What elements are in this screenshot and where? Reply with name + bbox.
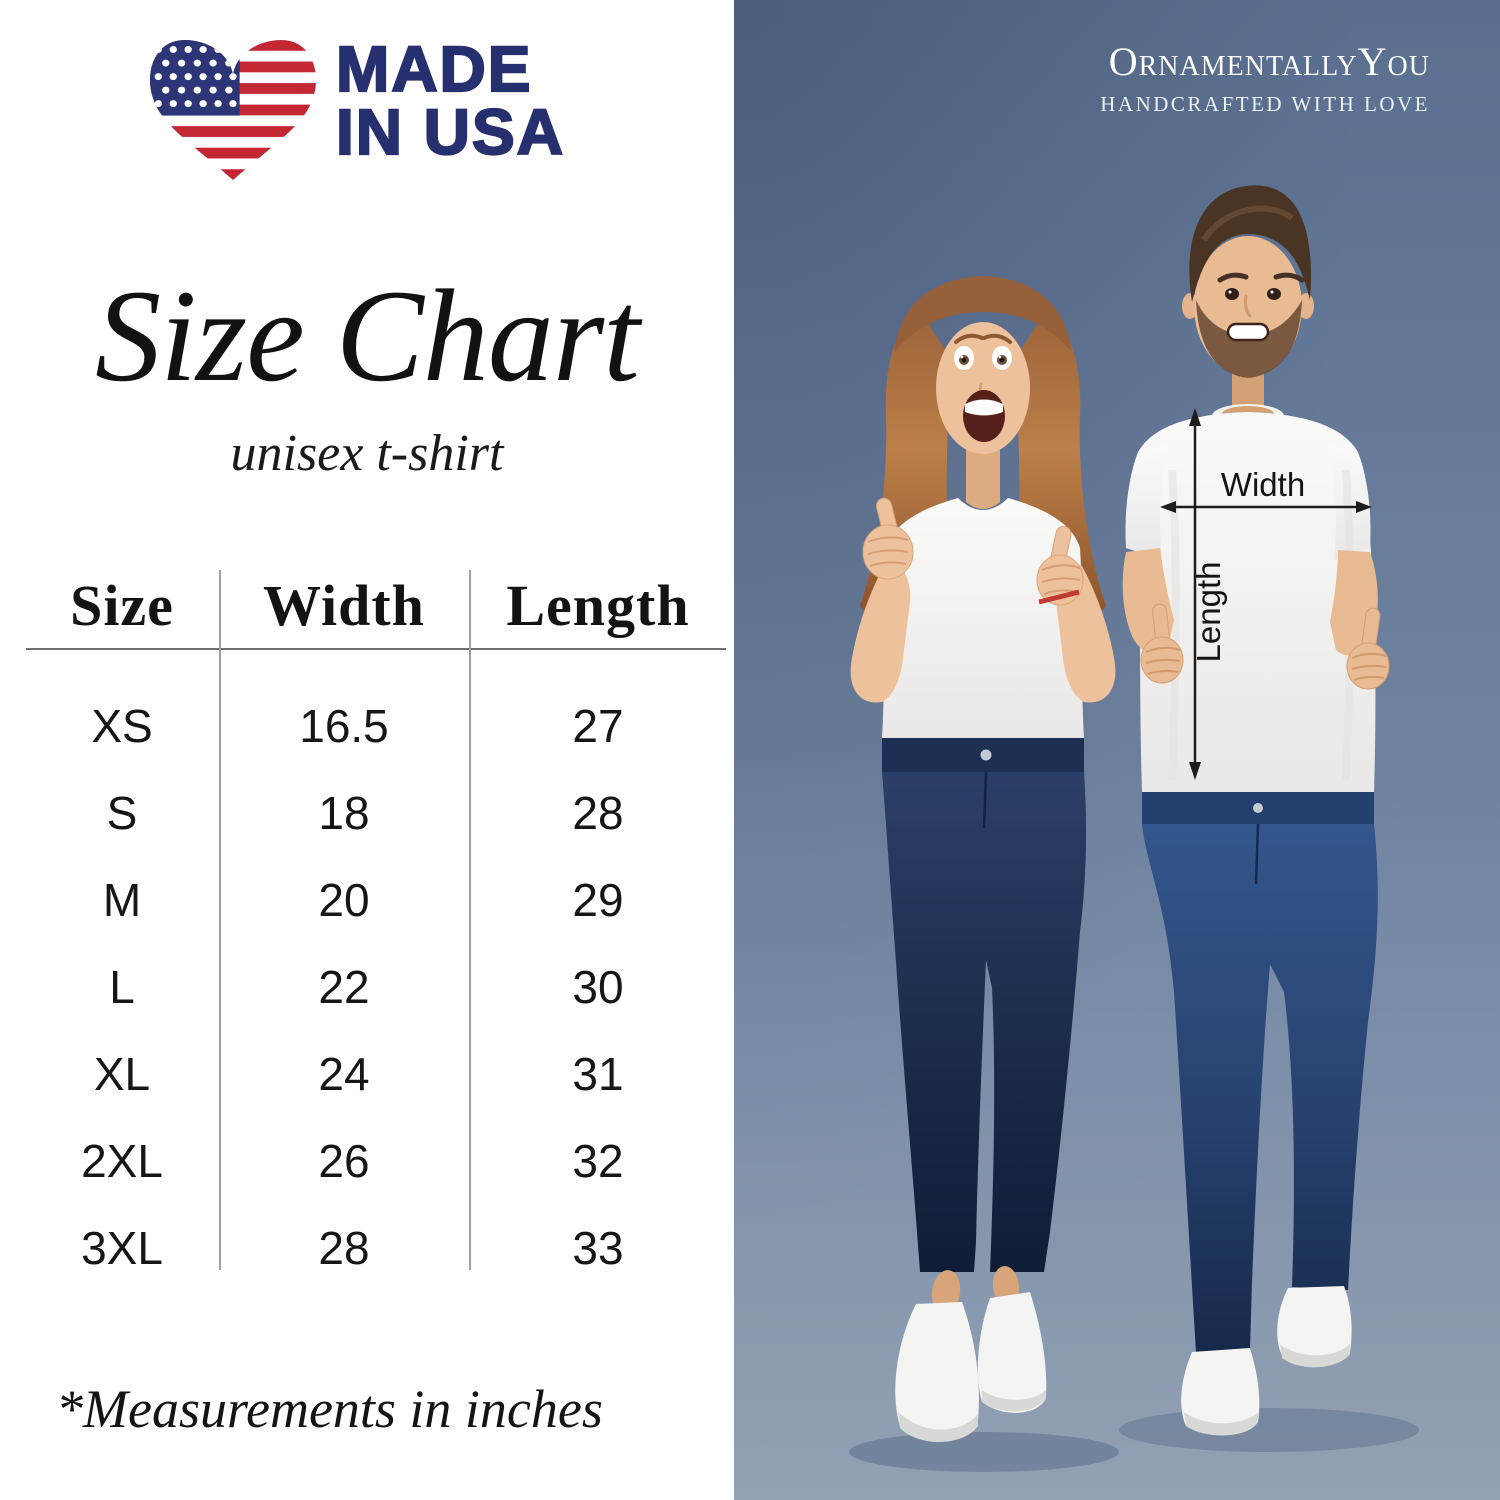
header-size: Size bbox=[70, 572, 174, 638]
studio-background bbox=[734, 0, 1500, 1500]
table-row: XL 24 31 bbox=[26, 1030, 726, 1117]
woman-teeth bbox=[965, 399, 1003, 416]
photo-panel: Width Length OrnamentallyYou HANDCRAFTED… bbox=[734, 0, 1500, 1500]
column-divider-2 bbox=[469, 570, 471, 1270]
footnote: *Measurements in inches bbox=[56, 1379, 603, 1439]
brand-tagline: HANDCRAFTED WITH LOVE bbox=[1100, 92, 1430, 116]
woman-sneakers bbox=[895, 1292, 1047, 1443]
man-arms bbox=[1122, 548, 1390, 690]
width-cell: 20 bbox=[318, 873, 370, 926]
woman-tshirt bbox=[882, 498, 1084, 738]
woman-jeans bbox=[882, 738, 1087, 1272]
width-arrow bbox=[1160, 501, 1372, 513]
floor-shadow bbox=[849, 1432, 1119, 1472]
width-cell: 28 bbox=[318, 1221, 370, 1274]
jeans-button bbox=[980, 749, 992, 761]
size-cell: XL bbox=[93, 1047, 151, 1100]
width-cell: 16.5 bbox=[299, 699, 389, 752]
usa-heart-flag-icon bbox=[150, 40, 316, 180]
length-cell: 28 bbox=[572, 786, 624, 839]
table-row: L 22 30 bbox=[26, 943, 726, 1030]
table-row: 2XL 26 32 bbox=[26, 1117, 726, 1204]
length-cell: 32 bbox=[572, 1134, 624, 1187]
table-header-row: Size Width Length bbox=[26, 560, 726, 650]
badge-line-2: IN USA bbox=[335, 96, 565, 168]
page-subtitle: unisex t-shirt bbox=[230, 425, 504, 482]
brand-logo: OrnamentallyYou HANDCRAFTED WITH LOVE bbox=[1100, 40, 1430, 117]
woman-open-mouth bbox=[963, 390, 1005, 442]
page-title: Size Chart bbox=[95, 262, 640, 409]
couple-thumbs-up-illustration: Width Length bbox=[734, 0, 1500, 1500]
brand-name: OrnamentallyYou bbox=[1108, 39, 1430, 84]
woman-arms bbox=[850, 497, 1116, 703]
woman-figure bbox=[850, 276, 1116, 1443]
width-cell: 24 bbox=[318, 1047, 370, 1100]
man-hair-highlight bbox=[1201, 205, 1294, 242]
man-thumbs-up-left bbox=[1140, 603, 1184, 684]
left-panel: MADE IN USA Size Chart unisex t-shirt Si… bbox=[0, 0, 734, 1500]
column-divider-1 bbox=[219, 570, 221, 1270]
man-smile-teeth bbox=[1226, 322, 1270, 342]
man-jeans bbox=[1142, 792, 1378, 1352]
woman-thumbs-up-right bbox=[1036, 525, 1084, 606]
man-sneakers bbox=[1181, 1286, 1352, 1436]
table-row: M 20 29 bbox=[26, 856, 726, 943]
table-row: 3XL 28 33 bbox=[26, 1204, 726, 1291]
size-cell: 3XL bbox=[81, 1221, 163, 1274]
width-cell: 26 bbox=[318, 1134, 370, 1187]
length-label: Length bbox=[1190, 562, 1227, 663]
length-cell: 29 bbox=[572, 873, 624, 926]
length-cell: 31 bbox=[572, 1047, 624, 1100]
width-label: Width bbox=[1221, 466, 1305, 503]
woman-neck bbox=[966, 438, 1000, 509]
size-cell: 2XL bbox=[81, 1134, 163, 1187]
length-cell: 33 bbox=[572, 1221, 624, 1274]
man-figure: Width Length bbox=[1122, 185, 1390, 1436]
woman-face-features bbox=[954, 333, 1012, 442]
man-thumbs-up-right bbox=[1346, 607, 1390, 690]
table-row: XS 16.5 27 bbox=[26, 682, 726, 769]
header-width: Width bbox=[263, 572, 425, 638]
badge-line-1: MADE bbox=[335, 33, 533, 105]
made-in-usa-badge: MADE IN USA bbox=[150, 33, 620, 184]
header-length: Length bbox=[506, 572, 690, 638]
red-bracelet bbox=[1038, 589, 1080, 605]
floor-shadow bbox=[1119, 1408, 1419, 1452]
header-rule bbox=[26, 648, 726, 650]
size-cell: M bbox=[102, 873, 142, 926]
width-cell: 18 bbox=[318, 786, 370, 839]
jeans-button bbox=[1253, 803, 1263, 813]
made-in-usa-text: MADE IN USA bbox=[335, 33, 565, 168]
table-row: S 18 28 bbox=[26, 769, 726, 856]
length-cell: 27 bbox=[572, 699, 624, 752]
man-face-features bbox=[1217, 272, 1305, 342]
width-cell: 22 bbox=[318, 960, 370, 1013]
size-cell: S bbox=[106, 786, 138, 839]
size-cell: L bbox=[109, 960, 135, 1013]
woman-thumbs-up-left bbox=[862, 497, 914, 580]
man-ear bbox=[1182, 293, 1198, 319]
length-arrow bbox=[1189, 408, 1201, 780]
length-cell: 30 bbox=[572, 960, 624, 1013]
size-cell: XS bbox=[91, 699, 153, 752]
